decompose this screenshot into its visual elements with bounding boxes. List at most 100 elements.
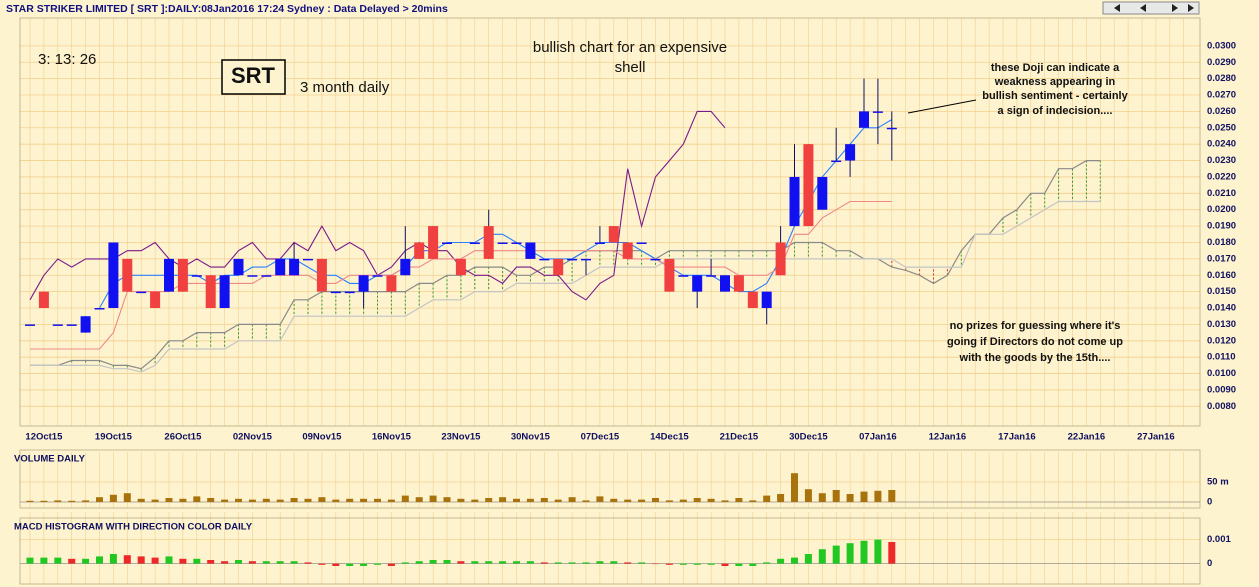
bar (332, 563, 340, 566)
y-tick-label: 0.0180 (1207, 237, 1236, 248)
bar (443, 560, 451, 564)
y-tick-label: 0.0090 (1207, 384, 1236, 395)
bar (638, 499, 646, 502)
bar (193, 496, 201, 502)
bar (40, 557, 48, 564)
nav-next[interactable] (1172, 4, 1178, 12)
bar (540, 562, 548, 564)
bar (276, 499, 284, 502)
candle-body (886, 127, 897, 130)
nav-prev[interactable] (1140, 4, 1146, 12)
candle-body (733, 275, 744, 292)
panel-title: VOLUME DAILY (14, 454, 86, 465)
bar (207, 560, 215, 564)
bar (777, 494, 785, 502)
candle-body (775, 242, 786, 276)
x-tick-label: 19Oct15 (95, 432, 133, 443)
nav-first[interactable] (1114, 4, 1120, 12)
candle-body (845, 144, 856, 161)
bar (624, 562, 632, 564)
bar (846, 543, 854, 564)
x-tick-label: 21Dec15 (720, 432, 759, 443)
candle-body (525, 242, 536, 259)
y-tick-label: 0.0120 (1207, 335, 1236, 346)
y-tick-label: 0.0150 (1207, 286, 1236, 297)
y-tick-label: 0 (1207, 558, 1212, 569)
candle-body (344, 291, 355, 294)
bar (693, 498, 701, 502)
bar (374, 498, 381, 502)
candle-body (372, 275, 383, 277)
bar (540, 498, 548, 502)
candle-body (553, 258, 564, 276)
candle-body (761, 291, 772, 309)
bar (26, 557, 34, 564)
candle-body (191, 275, 202, 277)
bar (304, 498, 312, 502)
nav-last[interactable] (1188, 4, 1194, 12)
bar (860, 491, 868, 502)
bar (818, 493, 826, 502)
bar (665, 500, 673, 502)
bar (109, 554, 117, 564)
candle-body (483, 226, 494, 259)
bar (262, 561, 270, 564)
bar (804, 489, 812, 502)
bar (652, 498, 659, 502)
candle-body (692, 275, 703, 292)
bar (332, 499, 340, 502)
bar (526, 498, 534, 502)
headline: bullish chart for an expensive (533, 39, 727, 56)
y-tick-label: 0.0080 (1207, 401, 1236, 412)
nav-frame[interactable] (1102, 1, 1200, 15)
x-tick-label: 12Jan16 (929, 432, 967, 443)
bar (485, 498, 493, 502)
y-tick-label: 0.0160 (1207, 270, 1236, 281)
prize-note: with the goods by the 15th.... (959, 352, 1111, 364)
candle-body (205, 275, 216, 309)
x-tick-label: 26Oct15 (164, 432, 202, 443)
bar (123, 493, 131, 502)
bar (290, 561, 298, 564)
bar (735, 563, 743, 566)
bar (207, 498, 215, 502)
bar (638, 562, 646, 564)
bar (123, 555, 131, 564)
bar (137, 498, 145, 502)
bar (429, 495, 437, 502)
bar (68, 558, 76, 564)
bar (582, 562, 590, 564)
bar (735, 498, 743, 502)
y-tick-label: 0.0100 (1207, 368, 1236, 379)
y-tick-label: 0.0300 (1207, 40, 1236, 51)
bar (721, 500, 729, 502)
note-pointer (907, 99, 977, 114)
candle-body (303, 258, 313, 261)
candle-body (122, 258, 133, 292)
bar (832, 490, 840, 502)
bar (888, 490, 896, 502)
bar (596, 561, 604, 564)
y-tick-label: 0.0190 (1207, 221, 1236, 232)
bar (346, 563, 354, 566)
bar (360, 563, 368, 566)
candle-body (164, 258, 174, 292)
y-tick-label: 0.0210 (1207, 188, 1236, 199)
bar (526, 561, 534, 564)
bar (804, 554, 812, 564)
candle-body (66, 324, 77, 326)
main-frame (19, 17, 1201, 427)
ticker: SRT (231, 63, 276, 88)
panel-title: MACD HISTOGRAM WITH DIRECTION COLOR DAIL… (14, 522, 253, 533)
bar (471, 561, 479, 564)
y-tick-label: 0.0290 (1207, 57, 1236, 68)
candle-body (622, 242, 633, 259)
candle-body (275, 258, 286, 276)
period: 3 month daily (300, 79, 390, 96)
bar (304, 562, 312, 564)
bar (401, 562, 409, 564)
nav-buttons[interactable] (1102, 1, 1200, 15)
bar (109, 494, 117, 502)
